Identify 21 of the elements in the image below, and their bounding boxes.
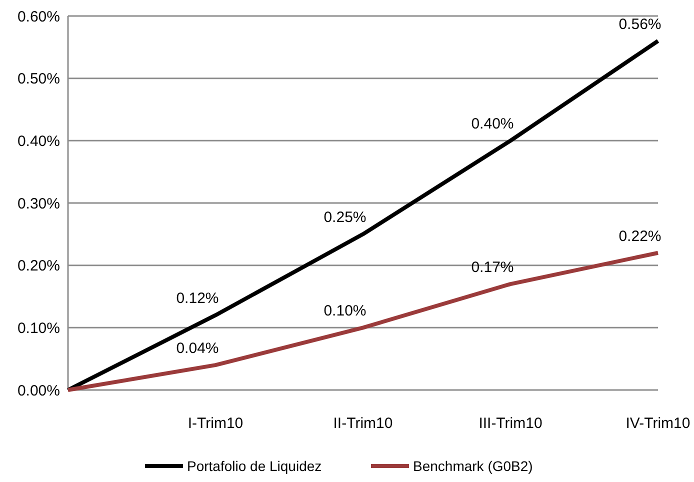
x-tick-label: I-Trim10 xyxy=(188,415,244,432)
data-label: 0.17% xyxy=(471,259,514,276)
y-tick-label: 0.50% xyxy=(17,70,60,88)
data-label: 0.40% xyxy=(471,116,514,133)
legend-label: Portafolio de Liquidez xyxy=(187,458,322,474)
data-label: 0.25% xyxy=(324,209,366,226)
y-tick-label: 0.60% xyxy=(17,8,60,26)
data-label: 0.56% xyxy=(618,16,662,33)
y-tick-label: 0.20% xyxy=(17,258,60,275)
y-tick-label: 0.00% xyxy=(17,382,60,400)
x-tick-label: III-Trim10 xyxy=(478,415,542,432)
y-tick-label: 0.30% xyxy=(17,195,60,212)
x-tick-label: II-Trim10 xyxy=(333,415,393,432)
y-tick-label: 0.40% xyxy=(17,132,60,150)
x-tick-label: IV-Trim10 xyxy=(626,415,690,432)
data-label: 0.10% xyxy=(324,302,366,320)
data-label: 0.22% xyxy=(618,228,662,245)
legend-label: Benchmark (G0B2) xyxy=(413,458,533,474)
y-tick-label: 0.10% xyxy=(17,320,60,337)
data-label: 0.04% xyxy=(176,340,219,358)
data-label: 0.12% xyxy=(176,290,219,308)
